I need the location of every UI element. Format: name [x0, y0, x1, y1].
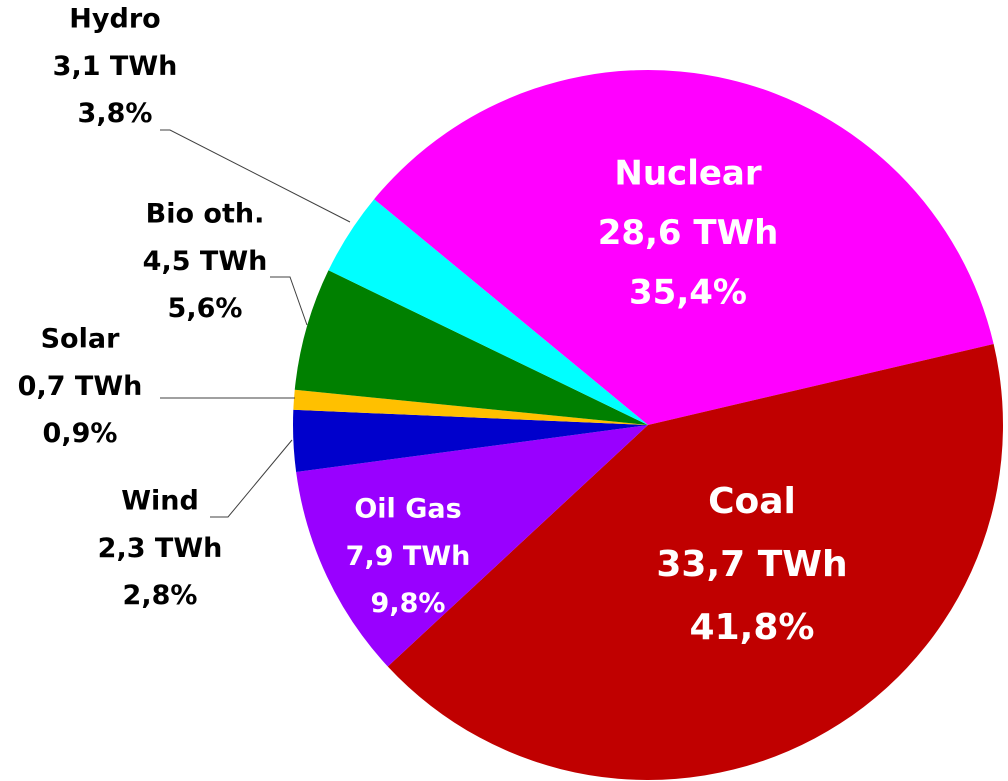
leader-line — [210, 439, 293, 518]
pie-slice — [328, 199, 648, 425]
twh-label: 28,6 TWh — [598, 213, 779, 253]
slice-name: Solar — [41, 324, 120, 355]
pie-slice — [374, 70, 994, 426]
twh-label: 3,1 TWh — [53, 51, 178, 82]
twh-label: 4,5 TWh — [143, 246, 268, 277]
value-label: 0,9% — [43, 418, 118, 449]
pie-slice — [387, 344, 1003, 780]
value-label: 35,4% — [629, 273, 747, 313]
value-label: 2,8% — [123, 580, 198, 611]
value-label: 9,8% — [371, 588, 446, 619]
value-label: 3,8% — [78, 98, 153, 129]
slice-name: Coal — [708, 481, 796, 522]
value-label: 41,8% — [690, 607, 815, 648]
leader-line — [160, 129, 351, 223]
slice-name: Wind — [121, 486, 199, 517]
slice-name: Nuclear — [614, 154, 761, 194]
pie-slice — [296, 425, 648, 667]
pie-slice — [293, 389, 648, 425]
value-label: 5,6% — [168, 293, 243, 324]
slice-name: Oil Gas — [354, 494, 461, 525]
twh-label: 7,9 TWh — [346, 541, 471, 572]
pie-slice — [293, 409, 648, 473]
twh-label: 2,3 TWh — [98, 533, 223, 564]
slice-name: Hydro — [69, 4, 160, 35]
pie-slice — [294, 270, 648, 425]
twh-label: 33,7 TWh — [656, 544, 847, 585]
slice-name: Bio oth. — [146, 199, 265, 230]
leader-line — [270, 276, 308, 326]
twh-label: 0,7 TWh — [18, 371, 143, 402]
